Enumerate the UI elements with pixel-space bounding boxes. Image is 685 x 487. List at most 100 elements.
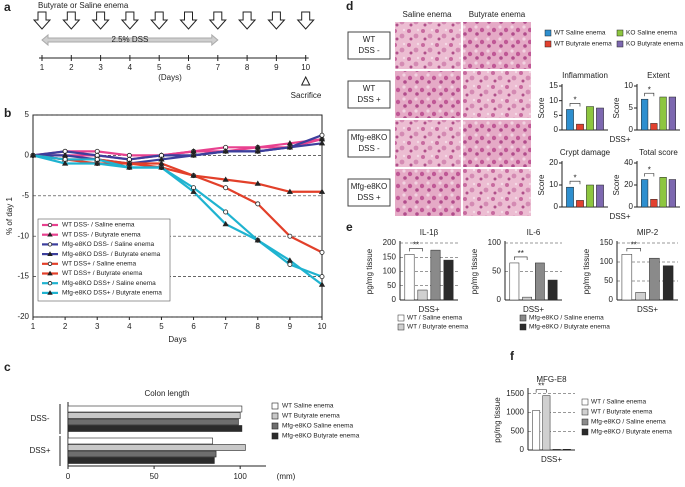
bar xyxy=(641,98,649,131)
histology-column: Saline enema xyxy=(403,10,452,19)
timeline-day: 6 xyxy=(186,63,191,72)
bar xyxy=(576,200,584,208)
y-tick-label: 50 xyxy=(492,267,501,276)
y-axis-label: pg/mg tissue xyxy=(470,248,479,294)
significance-label: ** xyxy=(631,241,637,250)
chart-title: Colon length xyxy=(145,389,190,398)
x-tick-label: 6 xyxy=(191,322,196,331)
y-tick-label: 10 xyxy=(549,96,558,105)
legend-label: Mfg-e8KO Saline enema xyxy=(282,423,354,430)
marker xyxy=(222,176,229,182)
y-tick-label: 0 xyxy=(520,445,525,454)
legend-label: WT Saline enema xyxy=(282,403,334,410)
marker xyxy=(222,220,229,227)
row-label-box xyxy=(347,178,391,207)
dss-bar xyxy=(41,33,219,47)
marker xyxy=(190,172,197,178)
x-axis-label: Days xyxy=(168,335,186,344)
legend-swatch xyxy=(544,40,552,48)
bar xyxy=(668,96,676,131)
histology-image xyxy=(395,169,461,216)
row-label: Mfg-e8KO xyxy=(351,182,387,191)
bar xyxy=(522,296,532,301)
bar xyxy=(430,249,441,301)
marker xyxy=(126,164,133,170)
marker xyxy=(223,209,229,215)
bar xyxy=(535,262,545,301)
panel-label: d xyxy=(346,0,353,13)
timeline-day: 8 xyxy=(245,63,250,72)
category-label: DSS+ xyxy=(541,455,562,464)
significance-label: * xyxy=(648,85,651,94)
series-line xyxy=(32,154,323,278)
marker xyxy=(61,160,69,166)
x-tick-label: 7 xyxy=(223,322,228,331)
histology-column: Butyrate enema xyxy=(469,10,526,19)
bar xyxy=(67,437,213,445)
enema-arrow xyxy=(296,11,315,30)
bar xyxy=(67,425,243,432)
sacrifice-marker xyxy=(300,75,311,86)
row-label: DSS + xyxy=(357,95,381,104)
bar xyxy=(586,106,594,131)
legend-swatch xyxy=(581,418,589,426)
significance-bracket xyxy=(626,248,641,252)
histology-image xyxy=(395,22,461,69)
marker xyxy=(158,164,165,170)
enema-arrow xyxy=(91,11,110,30)
category-label: DSS+ xyxy=(637,305,658,314)
legend-swatch xyxy=(519,323,527,331)
panel-label: a xyxy=(4,0,11,14)
y-tick-label: 1500 xyxy=(506,389,524,398)
y-axis-label: Score xyxy=(612,97,621,118)
x-tick-label: 2 xyxy=(63,322,68,331)
legend-label: WT Butyrate enema xyxy=(282,413,340,420)
y-axis-label: Score xyxy=(612,174,621,195)
marker xyxy=(94,160,101,166)
significance-bracket xyxy=(569,103,581,107)
row-label: DSS + xyxy=(357,193,381,202)
bar xyxy=(566,109,574,131)
legend-label: Mfg-e8KO DSS- / Saline enema xyxy=(62,241,155,248)
y-tick-label: 5 xyxy=(629,103,634,112)
significance-bracket xyxy=(569,180,581,185)
legend-swatch xyxy=(397,323,405,331)
significance-bracket xyxy=(644,92,655,97)
significance-bracket xyxy=(409,248,423,252)
legend-label: WT Saline enema xyxy=(554,30,606,37)
marker xyxy=(47,281,53,286)
y-tick-label: 0 xyxy=(497,295,502,304)
histology-image xyxy=(463,120,531,167)
bar xyxy=(668,179,676,208)
y-tick-label: 0 xyxy=(25,151,30,160)
x-tick-label: 100 xyxy=(233,472,247,481)
marker xyxy=(287,233,293,239)
y-tick-label: 0 xyxy=(629,202,634,211)
bar xyxy=(417,289,428,301)
y-tick-label: 0 xyxy=(554,202,559,211)
bar xyxy=(641,179,649,208)
bar xyxy=(650,199,658,208)
legend-swatch xyxy=(581,428,589,436)
legend-swatch xyxy=(544,29,552,37)
marker xyxy=(286,257,294,263)
y-tick-label: 150 xyxy=(600,238,614,247)
category-label: DSS- xyxy=(30,414,49,423)
marker xyxy=(254,148,261,154)
bar xyxy=(566,186,574,208)
row-label: Mfg-e8KO xyxy=(351,133,387,142)
enema-arrow xyxy=(62,11,81,30)
enema-arrow xyxy=(208,11,227,30)
panel-title: IL-6 xyxy=(527,228,541,237)
x-tick-label: 1 xyxy=(31,322,36,331)
bar xyxy=(649,257,660,301)
y-tick-label: 200 xyxy=(383,238,397,247)
marker xyxy=(319,274,325,280)
legend-label: Mfg-e8KO DSS+ / Butyrate enema xyxy=(62,290,162,297)
y-tick-label: 15 xyxy=(549,81,558,90)
significance-label: * xyxy=(573,96,576,105)
x-tick-label: 9 xyxy=(288,322,293,331)
legend-label: WT DSS+ / Saline enema xyxy=(62,261,137,268)
y-tick-label: 0 xyxy=(392,295,397,304)
marker xyxy=(286,188,294,194)
